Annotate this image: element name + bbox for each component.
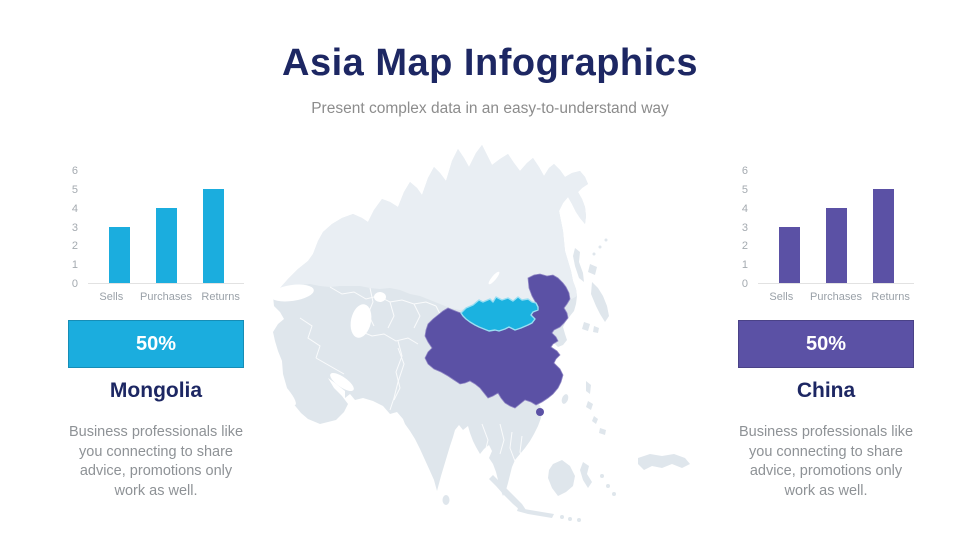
asia-map	[270, 136, 710, 548]
bar-column	[143, 207, 189, 283]
y-tick-label: 4	[741, 202, 748, 215]
y-tick-label: 1	[71, 259, 78, 272]
plot-area	[88, 171, 244, 284]
asia-map-svg	[270, 145, 690, 522]
map-sulawesi	[580, 462, 592, 488]
page-title: Asia Map Infographics	[282, 42, 698, 84]
bar-purchases	[155, 207, 177, 283]
bar-column	[766, 226, 812, 283]
region-name-mongolia: Mongolia	[109, 379, 203, 402]
category-label: Sells	[769, 291, 794, 303]
bar-returns	[872, 188, 894, 283]
percentage-value: 50%	[135, 332, 177, 355]
map-kurils	[592, 252, 596, 256]
category-label: Returns	[201, 291, 240, 303]
caspian-sea	[350, 304, 372, 338]
category-label: Purchases	[140, 291, 192, 303]
map-hokkaido	[588, 264, 597, 275]
map-sri-lanka	[442, 495, 450, 505]
y-tick-label: 3	[741, 221, 748, 234]
bar-purchases	[825, 207, 847, 283]
y-tick-label: 2	[71, 240, 78, 253]
y-tick-label: 0	[741, 278, 748, 290]
y-tick-label: 5	[71, 183, 78, 196]
bar-column	[190, 188, 236, 283]
category-label: Returns	[871, 291, 910, 303]
lake-baikal	[488, 271, 500, 285]
y-tick-label: 3	[71, 221, 78, 234]
y-tick-label: 6	[71, 165, 78, 177]
black-sea	[270, 284, 314, 302]
map-borneo	[548, 460, 575, 496]
map-moluccas	[612, 492, 616, 496]
china-description: Business professionals like you connecti…	[738, 424, 914, 499]
bar-sells	[108, 226, 130, 283]
map-sakhalin	[573, 248, 584, 282]
map-kurils	[598, 245, 602, 249]
bar-column	[96, 226, 142, 283]
map-seas	[270, 271, 500, 406]
x-axis-labels: Sells Purchases Returns	[84, 291, 248, 303]
map-kurils	[604, 238, 608, 242]
y-tick-label: 6	[741, 165, 748, 177]
map-new-guinea	[638, 454, 690, 470]
category-label: Sells	[99, 291, 124, 303]
china-bar-chart: 0 1 2 3 4 5 6 Sells Purchases Returns	[730, 163, 916, 308]
map-java	[517, 508, 554, 518]
map-kyushu-shikoku	[582, 322, 599, 333]
map-moluccas	[606, 484, 610, 488]
map-lesser-sunda	[560, 515, 564, 519]
mongolia-panel: 0 1 2 3 4 5 6 Sells Purchases Returns 50% Mongol…	[56, 0, 256, 551]
map-sumatra	[489, 475, 526, 511]
y-tick-label: 2	[741, 240, 748, 253]
bar-column	[860, 188, 906, 283]
bar-sells	[778, 226, 800, 283]
map-taiwan	[561, 394, 569, 404]
y-tick-label: 0	[71, 278, 78, 290]
map-lesser-sunda	[577, 518, 581, 522]
china-percentage-badge: 50%	[738, 320, 914, 368]
bar-returns	[202, 188, 224, 283]
map-hainan	[536, 408, 544, 416]
y-axis: 0 1 2 3 4 5 6	[60, 165, 80, 290]
map-moluccas	[600, 474, 604, 478]
region-name-china: China	[796, 379, 856, 402]
category-label: Purchases	[810, 291, 862, 303]
map-mongolia	[460, 296, 539, 332]
map-philippines	[586, 381, 606, 435]
map-lesser-sunda	[568, 517, 572, 521]
bar-column	[813, 207, 859, 283]
page-subtitle: Present complex data in an easy-to-under…	[311, 100, 669, 117]
y-tick-label: 5	[741, 183, 748, 196]
percentage-value: 50%	[805, 332, 847, 355]
y-tick-label: 4	[71, 202, 78, 215]
mongolia-description: Business professionals like you connecti…	[68, 424, 244, 499]
mongolia-percentage-badge: 50%	[68, 320, 244, 368]
mongolia-bar-chart: 0 1 2 3 4 5 6 Sells Purchases Returns	[60, 163, 246, 308]
red-sea	[270, 374, 296, 406]
y-axis: 0 1 2 3 4 5 6	[730, 165, 750, 290]
map-islands	[442, 238, 690, 522]
map-russia	[273, 145, 588, 310]
y-tick-label: 1	[741, 259, 748, 272]
persian-gulf	[330, 372, 354, 392]
plot-area	[758, 171, 914, 284]
x-axis-labels: Sells Purchases Returns	[754, 291, 918, 303]
map-honshu	[591, 282, 609, 322]
